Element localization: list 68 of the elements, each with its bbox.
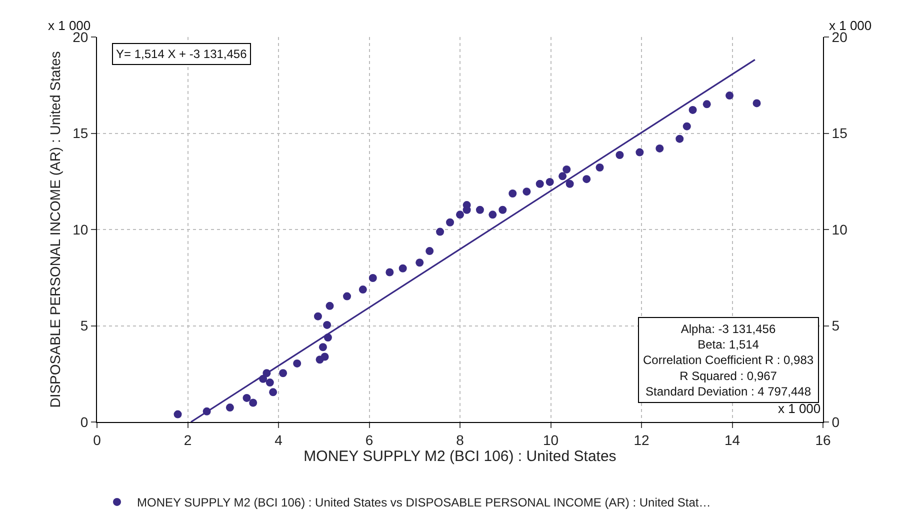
text: x 1 000 — [48, 18, 91, 33]
y2-tick-label: 10 — [832, 221, 848, 238]
point — [656, 144, 664, 152]
point — [752, 99, 761, 108]
point — [566, 180, 574, 188]
point — [562, 165, 571, 174]
point — [676, 134, 684, 143]
point — [702, 100, 711, 108]
x-tick-label: 16 — [815, 432, 831, 448]
annotation: Alpha: -3 131,456 Beta: 1,514 Correlation Coefficient R : 0,983 R Squared : 0,967 Standard Deviation : 4 797,448 — [643, 322, 814, 398]
point — [386, 268, 394, 276]
point — [249, 398, 258, 407]
y-tick-label: 5 — [80, 318, 88, 334]
point — [242, 394, 251, 402]
point — [498, 206, 507, 214]
point — [446, 218, 454, 226]
point — [476, 206, 484, 214]
point — [436, 228, 444, 236]
point — [293, 359, 302, 368]
y-tick-label: 15 — [72, 125, 88, 142]
point — [596, 164, 604, 172]
point — [546, 178, 554, 186]
point — [174, 410, 182, 418]
point — [488, 210, 497, 219]
y2-tick-label: 0 — [832, 414, 840, 430]
y2-tick-label: 5 — [832, 318, 840, 334]
point — [320, 352, 329, 361]
x-tick-label: 10 — [542, 432, 559, 448]
point — [343, 292, 352, 300]
point — [368, 274, 377, 282]
point — [688, 106, 697, 114]
point — [323, 320, 332, 329]
point — [558, 172, 567, 180]
point — [536, 180, 544, 188]
point — [398, 264, 407, 272]
x-axis-title: MONEY SUPPLY M2 (BCI 106) : United States — [304, 448, 616, 465]
point — [326, 302, 334, 310]
point — [726, 92, 734, 100]
point — [279, 369, 288, 378]
y-axis-title: DISPOSABLE PERSONAL INCOME (AR) : United States — [47, 51, 64, 408]
point — [508, 190, 517, 198]
legend-label: MONEY SUPPLY M2 (BCI 106) : United States vs DISPOSABLE PERSONAL INCOME (AR) : United Stat… — [137, 496, 711, 510]
point — [456, 210, 464, 219]
x-tick-label: 14 — [724, 432, 740, 448]
point — [522, 188, 531, 196]
x-tick-label: 6 — [365, 432, 374, 448]
x-tick-label: 4 — [274, 432, 283, 448]
annotation: x 1 000 — [778, 401, 821, 416]
point — [358, 286, 367, 294]
x-tick-label: 8 — [456, 432, 464, 448]
x-tick-label: 2 — [184, 432, 192, 448]
x-tick-label: 12 — [634, 432, 650, 448]
point — [226, 404, 234, 412]
point — [616, 151, 624, 159]
y-tick-label: 0 — [80, 414, 88, 430]
point — [266, 378, 274, 387]
y2-tick-label: 15 — [832, 125, 848, 142]
point — [426, 247, 434, 256]
point — [269, 388, 278, 396]
point — [416, 258, 424, 267]
y-tick-label: 10 — [72, 221, 88, 238]
point — [582, 175, 591, 184]
point — [636, 148, 644, 156]
annotation: Y= 1,514 X + -3 131,456 — [116, 47, 248, 61]
point — [318, 343, 327, 352]
point — [682, 122, 691, 130]
x-tick-label: 0 — [93, 432, 102, 448]
point — [314, 312, 322, 320]
